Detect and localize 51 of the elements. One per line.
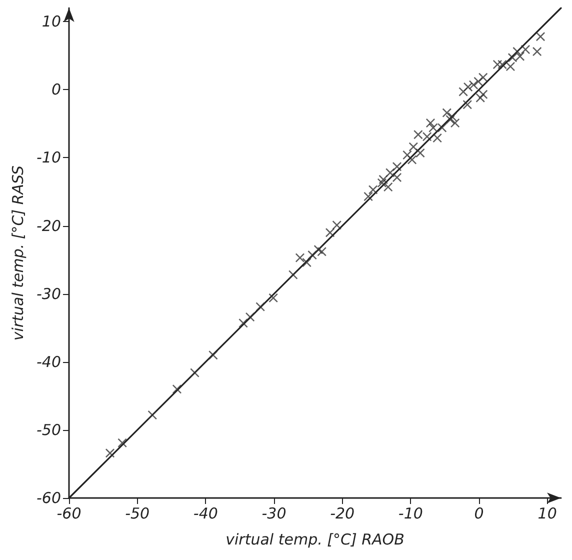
point	[368, 185, 378, 194]
point	[172, 384, 182, 394]
point	[422, 132, 432, 142]
y-tick-label: -10	[36, 148, 61, 167]
x-tick-label: -50	[125, 504, 150, 522]
y-tick-label: 10	[42, 12, 61, 31]
point	[432, 133, 442, 142]
point	[408, 142, 418, 152]
x-tick-label: -40	[193, 504, 218, 522]
point	[516, 52, 524, 61]
point	[438, 123, 447, 132]
point	[377, 178, 386, 188]
y-axis-title: virtual temp. [°C] RASS	[9, 164, 28, 341]
point	[384, 182, 393, 192]
point	[332, 220, 342, 230]
point	[532, 47, 542, 56]
point	[474, 77, 483, 86]
point	[118, 438, 127, 448]
x-axis-title: virtual temp. [°C] RAOB	[226, 530, 404, 548]
y-tick-label: -60	[36, 489, 61, 507]
y-tick-label: -30	[36, 284, 61, 303]
x-tick-label: -10	[398, 504, 423, 522]
point	[414, 130, 423, 140]
x-tick-label: -60	[56, 504, 82, 522]
x-tick-label: -30	[262, 504, 286, 522]
point	[148, 410, 157, 420]
point	[246, 312, 255, 322]
point	[508, 53, 517, 62]
y-tick-label: -50	[36, 420, 61, 439]
point	[442, 108, 452, 118]
point	[268, 293, 278, 302]
point	[326, 228, 335, 238]
y-tick-label: 0	[51, 80, 61, 99]
point	[408, 155, 417, 164]
y-tick-label: -20	[36, 216, 61, 235]
point	[314, 245, 323, 254]
x-tick-label: -20	[330, 504, 355, 522]
point	[476, 93, 485, 102]
point	[462, 100, 472, 110]
y-tick-label: -40	[36, 352, 61, 371]
point	[288, 270, 298, 280]
x-tick-label: 10	[538, 504, 557, 522]
point	[308, 250, 317, 260]
x-tick-label: 0	[474, 504, 484, 522]
point	[416, 148, 425, 158]
point	[295, 253, 304, 262]
point	[238, 318, 248, 328]
point	[364, 192, 373, 202]
point	[498, 60, 507, 69]
point	[302, 258, 312, 268]
point	[208, 350, 218, 360]
